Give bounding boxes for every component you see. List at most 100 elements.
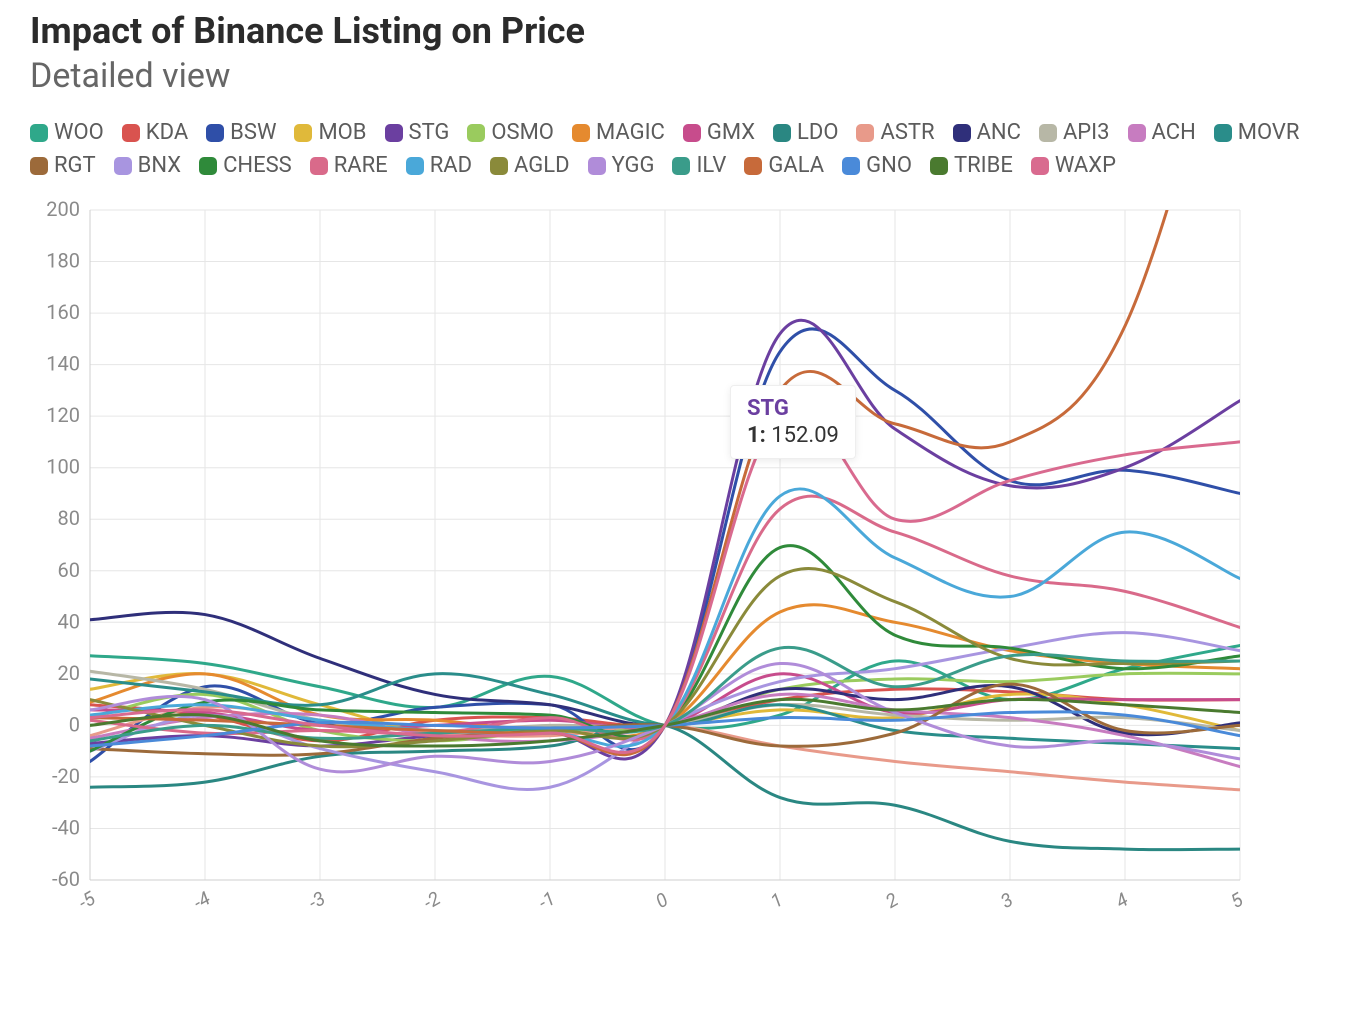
legend-label: MOVR	[1238, 120, 1300, 145]
legend-item-agld[interactable]: AGLD	[490, 153, 570, 178]
legend-item-magic[interactable]: MAGIC	[572, 120, 665, 145]
legend-label: WAXP	[1055, 153, 1116, 178]
legend-item-gala[interactable]: GALA	[744, 153, 824, 178]
legend-label: RGT	[54, 153, 96, 178]
legend-item-ldo[interactable]: LDO	[773, 120, 838, 145]
legend-item-rad[interactable]: RAD	[406, 153, 472, 178]
legend-label: AGLD	[514, 153, 570, 178]
legend-label: ASTR	[880, 120, 934, 145]
legend-swatch	[842, 157, 860, 175]
svg-text:-4: -4	[189, 887, 214, 915]
legend-item-ilv[interactable]: ILV	[672, 153, 726, 178]
legend-swatch	[930, 157, 948, 175]
legend-label: MOB	[318, 120, 366, 145]
legend-label: ILV	[696, 153, 726, 178]
line-chart[interactable]: -60-40-20020406080100120140160180200-5-4…	[30, 200, 1250, 920]
legend-label: BSW	[230, 120, 276, 145]
legend-label: GMX	[707, 120, 755, 145]
legend-swatch	[122, 124, 140, 142]
legend-swatch	[1128, 124, 1146, 142]
legend-label: OSMO	[491, 120, 554, 145]
legend-label: RARE	[334, 153, 388, 178]
legend-label: RAD	[430, 153, 472, 178]
svg-text:-40: -40	[52, 815, 80, 839]
legend-item-movr[interactable]: MOVR	[1214, 120, 1300, 145]
legend-swatch	[199, 157, 217, 175]
legend-swatch	[572, 124, 590, 142]
legend-item-mob[interactable]: MOB	[294, 120, 366, 145]
legend-item-stg[interactable]: STG	[385, 120, 450, 145]
svg-text:60: 60	[58, 558, 80, 582]
legend-swatch	[1214, 124, 1232, 142]
legend-item-anc[interactable]: ANC	[953, 120, 1021, 145]
legend-item-gmx[interactable]: GMX	[683, 120, 755, 145]
svg-text:200: 200	[46, 200, 80, 221]
svg-text:80: 80	[58, 506, 80, 530]
svg-text:5: 5	[1227, 888, 1248, 913]
legend-item-bsw[interactable]: BSW	[206, 120, 276, 145]
legend-item-waxp[interactable]: WAXP	[1031, 153, 1116, 178]
legend-label: ACH	[1152, 120, 1196, 145]
legend-swatch	[683, 124, 701, 142]
svg-text:3: 3	[997, 888, 1017, 913]
legend-swatch	[1031, 157, 1049, 175]
legend-swatch	[30, 124, 48, 142]
svg-text:0: 0	[652, 888, 672, 913]
legend-item-ach[interactable]: ACH	[1128, 120, 1196, 145]
chart-area: -60-40-20020406080100120140160180200-5-4…	[30, 200, 1250, 920]
legend-swatch	[856, 124, 874, 142]
legend-swatch	[310, 157, 328, 175]
legend-label: LDO	[797, 120, 838, 145]
svg-text:-20: -20	[52, 764, 80, 788]
legend-item-rgt[interactable]: RGT	[30, 153, 96, 178]
legend-swatch	[490, 157, 508, 175]
legend-label: TRIBE	[954, 153, 1013, 178]
legend-label: YGG	[612, 153, 655, 178]
svg-text:40: 40	[58, 609, 80, 633]
legend-label: API3	[1063, 120, 1110, 145]
svg-text:100: 100	[46, 455, 80, 479]
legend-swatch	[672, 157, 690, 175]
legend-label: WOO	[54, 120, 104, 145]
legend-swatch	[953, 124, 971, 142]
legend-item-gno[interactable]: GNO	[842, 153, 912, 178]
legend-item-osmo[interactable]: OSMO	[467, 120, 554, 145]
chart-title: Impact of Binance Listing on Price	[30, 10, 1332, 52]
legend-label: STG	[409, 120, 450, 145]
legend-label: GNO	[866, 153, 912, 178]
legend-item-ygg[interactable]: YGG	[588, 153, 655, 178]
legend-item-tribe[interactable]: TRIBE	[930, 153, 1013, 178]
legend-label: GALA	[768, 153, 824, 178]
svg-text:-1: -1	[534, 887, 559, 915]
legend-item-astr[interactable]: ASTR	[856, 120, 934, 145]
legend-label: BNX	[138, 153, 181, 178]
legend-label: CHESS	[223, 153, 292, 178]
svg-text:2: 2	[882, 888, 902, 913]
svg-text:160: 160	[46, 300, 80, 324]
legend-item-rare[interactable]: RARE	[310, 153, 388, 178]
legend-swatch	[744, 157, 762, 175]
legend-swatch	[406, 157, 424, 175]
svg-text:20: 20	[58, 661, 80, 685]
chart-subtitle: Detailed view	[30, 56, 1332, 96]
svg-text:120: 120	[46, 403, 80, 427]
legend-item-bnx[interactable]: BNX	[114, 153, 181, 178]
svg-text:180: 180	[46, 249, 80, 273]
legend-item-kda[interactable]: KDA	[122, 120, 188, 145]
svg-text:-60: -60	[52, 867, 80, 891]
svg-text:-3: -3	[304, 887, 329, 915]
legend-swatch	[206, 124, 224, 142]
legend-item-api3[interactable]: API3	[1039, 120, 1110, 145]
legend-swatch	[1039, 124, 1057, 142]
legend-swatch	[773, 124, 791, 142]
legend-label: KDA	[146, 120, 188, 145]
legend-swatch	[30, 157, 48, 175]
legend-swatch	[114, 157, 132, 175]
svg-text:4: 4	[1112, 888, 1132, 913]
svg-text:140: 140	[46, 352, 80, 376]
legend-label: MAGIC	[596, 120, 665, 145]
legend-item-chess[interactable]: CHESS	[199, 153, 292, 178]
legend-item-woo[interactable]: WOO	[30, 120, 104, 145]
legend: WOO KDA BSW MOB STG OSMO MAGIC GMX LDO ASTR ANC API…	[30, 120, 1332, 178]
legend-label: ANC	[977, 120, 1021, 145]
